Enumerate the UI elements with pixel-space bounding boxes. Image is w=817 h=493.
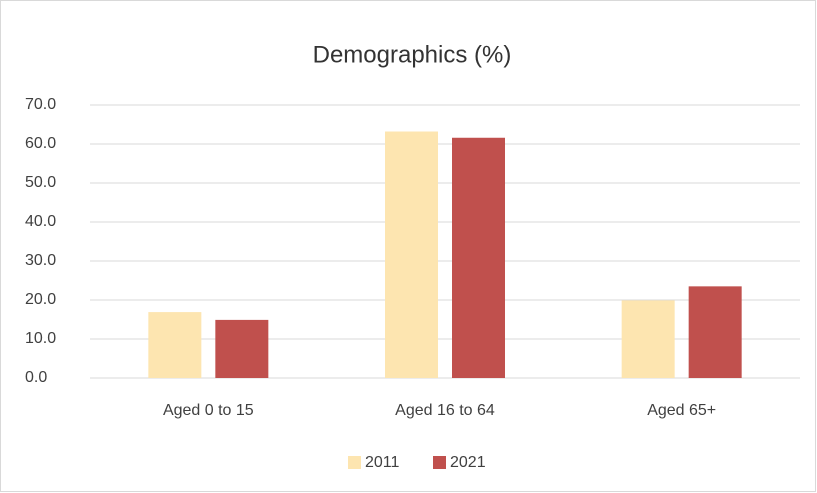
y-tick-label: 10.0 [25, 330, 56, 347]
y-tick-label: 30.0 [25, 252, 56, 269]
bar [688, 286, 742, 378]
legend-swatch [348, 456, 361, 469]
bar [385, 131, 438, 378]
bar [452, 137, 505, 378]
x-tick-label: Aged 0 to 15 [163, 402, 254, 419]
x-tick-label: Aged 16 to 64 [395, 402, 495, 419]
bar [148, 312, 202, 378]
y-tick-label: 0.0 [25, 369, 47, 386]
legend-label: 2021 [450, 454, 486, 471]
chart-title: Demographics (%) [313, 41, 512, 68]
legend-swatch [433, 456, 446, 469]
legend-label: 2011 [365, 454, 400, 471]
y-tick-label: 60.0 [25, 135, 56, 152]
bar [621, 300, 675, 378]
y-tick-label: 50.0 [25, 174, 56, 191]
y-tick-label: 40.0 [25, 213, 56, 230]
y-tick-label: 20.0 [25, 291, 56, 308]
x-tick-label: Aged 65+ [647, 402, 716, 419]
bar [215, 319, 269, 378]
y-tick-label: 70.0 [25, 96, 56, 113]
